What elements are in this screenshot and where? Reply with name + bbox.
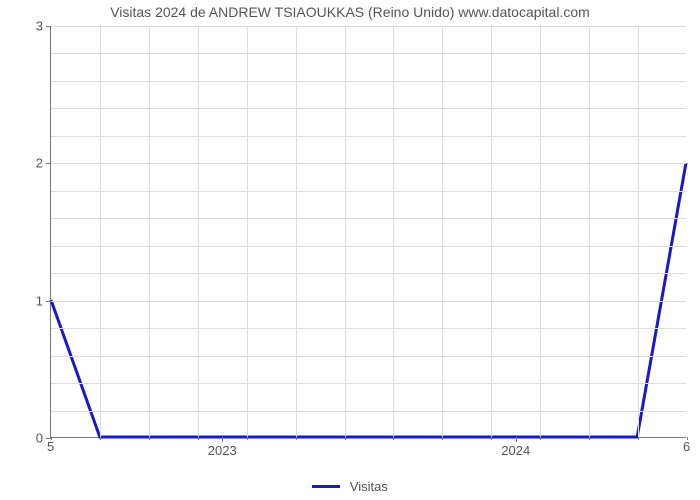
xtick-mark-minor bbox=[393, 437, 394, 440]
legend-label: Visitas bbox=[350, 479, 388, 494]
x-end-label-left: 5 bbox=[47, 439, 54, 454]
data-line bbox=[51, 26, 686, 437]
gridline-x bbox=[638, 26, 639, 437]
xtick-mark-minor bbox=[638, 437, 639, 440]
gridline-x bbox=[247, 26, 248, 437]
gridline-x bbox=[296, 26, 297, 437]
x-end-label-right: 6 bbox=[683, 439, 690, 454]
gridline-x bbox=[345, 26, 346, 437]
xtick-mark bbox=[516, 437, 517, 442]
ytick-label: 0 bbox=[36, 431, 43, 446]
ytick-mark bbox=[46, 163, 51, 164]
xtick-mark bbox=[222, 437, 223, 442]
gridline-x bbox=[442, 26, 443, 437]
gridline-y bbox=[51, 301, 686, 302]
gridline-x bbox=[589, 26, 590, 437]
plot-area: 01232023202456 bbox=[50, 26, 686, 438]
gridline-y-minor bbox=[51, 81, 686, 82]
xtick-mark-minor bbox=[296, 437, 297, 440]
gridline-x bbox=[100, 26, 101, 437]
xtick-label: 2024 bbox=[501, 443, 530, 458]
ytick-label: 3 bbox=[36, 19, 43, 34]
gridline-y-minor bbox=[51, 356, 686, 357]
chart-container: { "chart": { "type": "line", "title": "V… bbox=[0, 0, 700, 500]
ytick-mark bbox=[46, 26, 51, 27]
gridline-x bbox=[149, 26, 150, 437]
gridline-y-minor bbox=[51, 136, 686, 137]
gridline-x bbox=[393, 26, 394, 437]
gridline-y-minor bbox=[51, 328, 686, 329]
gridline-y-minor bbox=[51, 108, 686, 109]
xtick-label: 2023 bbox=[208, 443, 237, 458]
gridline-y-minor bbox=[51, 411, 686, 412]
gridline-y bbox=[51, 163, 686, 164]
ytick-mark bbox=[46, 301, 51, 302]
gridline-x bbox=[491, 26, 492, 437]
xtick-mark-minor bbox=[442, 437, 443, 440]
gridline-y-minor bbox=[51, 53, 686, 54]
xtick-mark-minor bbox=[540, 437, 541, 440]
xtick-mark-minor bbox=[100, 437, 101, 440]
gridline-y-minor bbox=[51, 383, 686, 384]
xtick-mark-minor bbox=[345, 437, 346, 440]
legend: Visitas bbox=[0, 478, 700, 494]
xtick-mark-minor bbox=[149, 437, 150, 440]
ytick-label: 1 bbox=[36, 293, 43, 308]
gridline-y-minor bbox=[51, 246, 686, 247]
gridline-y-minor bbox=[51, 273, 686, 274]
gridline-y-minor bbox=[51, 191, 686, 192]
xtick-mark-minor bbox=[589, 437, 590, 440]
xtick-mark-minor bbox=[491, 437, 492, 440]
gridline-y bbox=[51, 26, 686, 27]
xtick-mark-minor bbox=[247, 437, 248, 440]
gridline-x bbox=[540, 26, 541, 437]
chart-title: Visitas 2024 de ANDREW TSIAOUKKAS (Reino… bbox=[0, 4, 700, 20]
ytick-label: 2 bbox=[36, 156, 43, 171]
legend-swatch bbox=[312, 485, 340, 488]
gridline-x bbox=[198, 26, 199, 437]
gridline-y-minor bbox=[51, 218, 686, 219]
xtick-mark-minor bbox=[198, 437, 199, 440]
